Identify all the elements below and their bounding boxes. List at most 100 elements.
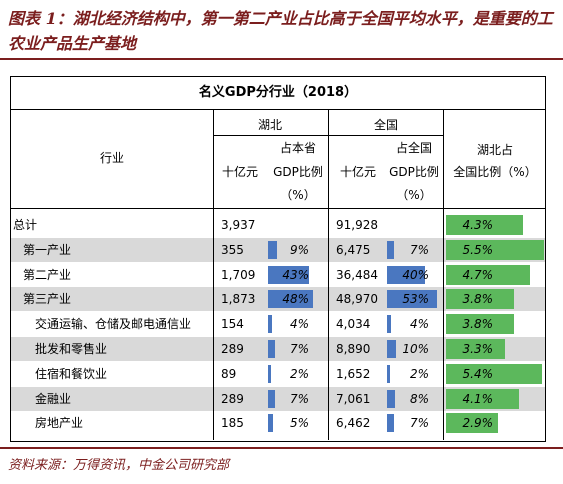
row-label: 金融业: [35, 391, 72, 406]
national-share-bar: [387, 265, 425, 284]
hubei-share: 48%: [282, 292, 309, 307]
ratio-value: 5.5%: [462, 242, 494, 257]
national-share: 40%: [402, 267, 429, 282]
header-hubei-unit: 十亿元: [221, 165, 258, 179]
hubei-value: 1,873: [221, 292, 256, 307]
national-share: 8%: [409, 391, 429, 406]
row-label: 第二产业: [23, 267, 72, 282]
row-label: 交通运输、仓储及邮电通信业: [35, 317, 192, 332]
ratio-bar: [446, 239, 544, 260]
ratio-value: 3.8%: [462, 292, 494, 307]
national-share: 10%: [402, 342, 429, 356]
national-share-bar: [387, 389, 395, 408]
hubei-share-bar: [268, 364, 271, 383]
national-value: 4,034: [336, 317, 371, 332]
header-industry: 行业: [99, 151, 124, 165]
header-bottom-rule: [11, 208, 545, 209]
hubei-share: 43%: [282, 267, 309, 282]
ratio-bar: [446, 413, 498, 434]
header-ratio-1: 湖北占: [476, 143, 513, 157]
hubei-value: 289: [221, 391, 244, 406]
national-share: 4%: [409, 317, 429, 332]
ratio-value: 3.3%: [462, 342, 494, 356]
ratio-bar: [446, 314, 514, 335]
hubei-value: 154: [221, 317, 244, 332]
header-hubei: 湖北: [257, 118, 282, 132]
hubei-share-bar: [268, 389, 275, 408]
national-value: 7,061: [336, 391, 371, 406]
row-label: 住宿和餐饮业: [35, 366, 108, 381]
national-value: 6,462: [336, 416, 371, 431]
source-note: 资料来源：万得资讯，中金公司研究部: [8, 458, 230, 473]
ratio-value: 2.9%: [462, 416, 494, 431]
national-value: 8,890: [336, 342, 371, 356]
header-national-share-1: 占全国: [395, 141, 432, 155]
col-divider-ratio: [443, 109, 444, 440]
hubei-share-bar: [268, 340, 275, 358]
gdp-table: 名义GDP分行业（2018） 行业 湖北 全国 十亿元 占本省 GDP比例 （%…: [10, 76, 546, 442]
ratio-value: 4.7%: [462, 267, 494, 282]
national-share-bar: [387, 240, 394, 259]
hubei-share-bar: [268, 240, 277, 259]
ratio-bar: [446, 215, 523, 235]
row-label: 第一产业: [23, 242, 72, 257]
hubei-share: 7%: [289, 391, 309, 406]
header-hubei-share-1: 占本省: [279, 141, 316, 155]
national-share-bar: [387, 290, 438, 309]
header-hubei-share-2: GDP比例: [273, 165, 323, 179]
national-value: 36,484: [336, 267, 378, 282]
row-label: 房地产业: [35, 416, 84, 431]
ratio-value: 4.1%: [462, 391, 494, 406]
national-share: 7%: [409, 242, 429, 257]
hubei-share: 9%: [289, 242, 309, 257]
hubei-value: 89: [221, 366, 237, 381]
hubei-value: 1,709: [221, 267, 256, 282]
national-value: 91,928: [336, 218, 378, 232]
national-value: 1,652: [336, 366, 371, 381]
national-value: 6,475: [336, 242, 371, 257]
hubei-share: 2%: [289, 366, 309, 381]
hubei-value: 3,937: [221, 218, 256, 232]
ratio-value: 3.8%: [462, 317, 494, 332]
row-label: 第三产业: [23, 292, 72, 307]
hubei-share: 4%: [289, 317, 309, 332]
ratio-bar: [446, 264, 530, 285]
ratio-bar: [446, 339, 505, 359]
source-rule: [0, 447, 563, 449]
national-share-bar: [387, 364, 390, 383]
national-share-bar: [387, 315, 391, 334]
national-share-bar: [387, 414, 394, 433]
national-value: 48,970: [336, 292, 378, 307]
hubei-share-bar: [268, 265, 309, 284]
title-rule: [0, 58, 563, 60]
ratio-value: 4.3%: [462, 218, 494, 232]
row-label: 批发和零售业: [35, 342, 108, 356]
header-national: 全国: [373, 118, 398, 132]
hubei-share-bar: [268, 414, 273, 433]
national-share-bar: [387, 340, 397, 358]
table-title: 名义GDP分行业（2018）: [11, 77, 545, 110]
figure-title: 图表 1：湖北经济结构中，第一第二产业占比高于全国平均水平，是重要的工农业产品生…: [8, 9, 553, 53]
header-ratio-2: 全国比例（%）: [453, 165, 537, 179]
hubei-share: 7%: [289, 342, 309, 356]
row-label: 总计: [13, 218, 38, 232]
col-divider-hubei: [213, 109, 214, 440]
hubei-share-bar: [268, 315, 272, 334]
hubei-value: 185: [221, 416, 244, 431]
hubei-share: 5%: [289, 416, 309, 431]
header-national-share-2: GDP比例: [389, 165, 439, 179]
hubei-value: 355: [221, 242, 244, 257]
ratio-bar: [446, 363, 543, 384]
national-share: 2%: [409, 366, 429, 381]
header-national-unit: 十亿元: [339, 165, 376, 179]
hubei-share-bar: [268, 290, 314, 309]
header-hubei-share-3: （%）: [280, 188, 316, 202]
hubei-value: 289: [221, 342, 244, 356]
ratio-bar: [446, 289, 514, 310]
header-national-share-3: （%）: [396, 188, 432, 202]
national-share: 7%: [409, 416, 429, 431]
national-share: 53%: [402, 292, 429, 307]
ratio-bar: [446, 388, 520, 409]
col-divider-national: [328, 109, 329, 440]
ratio-value: 5.4%: [462, 366, 494, 381]
